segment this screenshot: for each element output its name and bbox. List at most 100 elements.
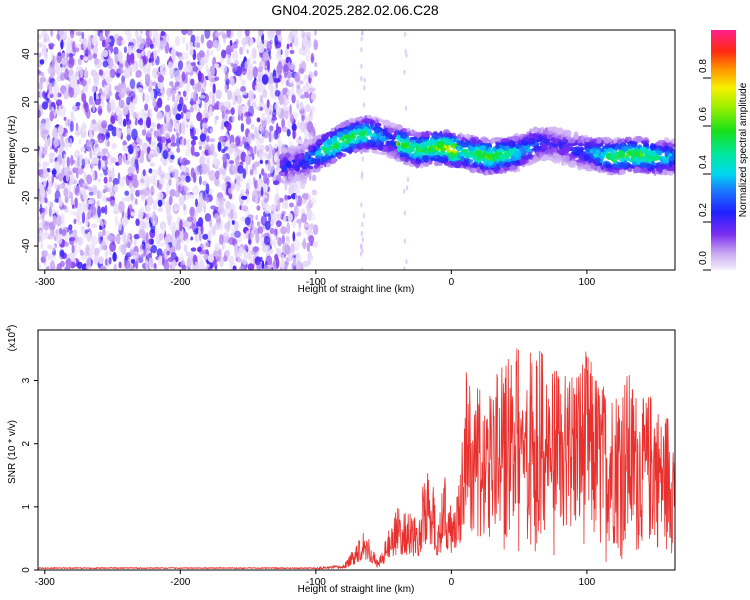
spectrogram-cell: [160, 136, 166, 143]
spectrogram-cell: [246, 49, 249, 54]
spectrogram-cell: [295, 262, 303, 270]
spectrogram-cell: [348, 117, 356, 123]
spectrogram-cell: [112, 235, 117, 242]
spectrogram-cell: [614, 145, 619, 152]
spectrogram-cell: [56, 263, 62, 270]
spectrogram-cell: [230, 141, 235, 149]
spectrogram-cell: [375, 139, 381, 146]
spectrogram-cell: [612, 169, 616, 174]
spectrogram-cell: [387, 145, 393, 149]
spectrogram-cell: [55, 99, 63, 106]
spectrogram-cell: [174, 122, 179, 131]
spectrogram-cell: [404, 105, 408, 111]
spectrogram-cell: [633, 166, 641, 173]
spectrogram-cell: [200, 34, 205, 44]
spectrogram-cell: [494, 144, 501, 150]
spectrogram-cell: [373, 135, 378, 140]
spectrogram-cell: [189, 100, 197, 105]
spectrogram-cell: [263, 235, 271, 246]
spectrogram-cell: [117, 220, 122, 231]
spectrogram-cell: [140, 79, 143, 86]
spectrogram-cell: [556, 128, 564, 134]
spectrogram-cell: [298, 154, 303, 159]
spectrogram-cell: [49, 260, 55, 270]
spectrogram-cell: [100, 206, 106, 214]
spectrogram-cell: [270, 227, 275, 235]
spectrogram-cell: [113, 46, 119, 56]
spectrogram-cell: [401, 143, 408, 148]
spectrogram-cell: [214, 177, 220, 187]
spectrogram-cell: [152, 202, 158, 211]
spectrogram-cell: [312, 168, 317, 173]
spectrogram-cell: [232, 163, 239, 174]
spectrogram-cell: [98, 108, 103, 115]
spectrogram-cell: [265, 145, 269, 152]
spectrogram-cell: [272, 238, 277, 249]
spectrogram-cell: [42, 170, 49, 179]
snr-y-tick-label: 2: [21, 440, 32, 446]
spectrogram-cell: [218, 234, 224, 245]
spectrogram-cell: [535, 151, 541, 155]
spectrogram-cell: [88, 198, 95, 205]
spectrogram-cell: [301, 199, 307, 205]
spectrogram-cell: [149, 150, 155, 155]
spectrogram-cell: [189, 106, 194, 113]
spectrogram-cell: [86, 231, 92, 243]
spectrogram-cell: [181, 157, 188, 166]
spectrogram-cell: [135, 147, 140, 152]
spectrogram-cell: [39, 71, 44, 76]
spectrogram-cell: [89, 148, 93, 160]
spectrogram-cell: [286, 128, 291, 137]
spectrogram-cell: [256, 131, 260, 141]
spectrogram-cell: [221, 111, 225, 119]
spectrogram-cell: [181, 71, 186, 82]
colorbar-tick-label: 0.6: [698, 107, 709, 121]
spectrogram-cell: [241, 91, 248, 96]
spectrogram-cell: [97, 178, 101, 183]
spectrogram-cell: [479, 145, 486, 151]
spectrogram-cell: [41, 197, 45, 203]
spectrogram-cell: [250, 37, 254, 46]
spectrogram-cell: [94, 147, 102, 152]
spectrogram-cell: [533, 156, 538, 161]
spectrogram-cell: [233, 44, 239, 49]
spectrogram-cell: [569, 147, 575, 151]
spectrogram-cell: [194, 86, 198, 95]
spectrogram-cell: [185, 123, 189, 129]
spectrogram-cell: [114, 215, 119, 227]
spectrogram-cell: [201, 163, 208, 175]
spectrogram-cell: [82, 37, 88, 50]
spectrogram-cell: [273, 180, 279, 186]
spectrogram-cell: [308, 39, 312, 49]
spectrogram-cell: [259, 159, 263, 164]
spectrogram-cell: [121, 217, 129, 226]
spectrogram-cell: [48, 100, 53, 111]
spectrogram-cell: [354, 149, 358, 154]
spectrogram-cell: [463, 141, 469, 145]
snr-x-tick-label: -200: [170, 577, 190, 588]
spectrogram-cell: [189, 126, 196, 137]
spectrogram-cell: [256, 221, 261, 227]
spectrogram-cell: [400, 156, 406, 162]
spectrogram-cell: [71, 244, 75, 254]
spectrogram-cell: [152, 67, 159, 79]
spectrogram-cell: [91, 85, 97, 93]
spectrogram-cell: [565, 129, 572, 137]
spectrogram-cell: [70, 34, 74, 39]
spectrogram-cell: [214, 63, 220, 68]
spectrogram-cell: [64, 68, 69, 81]
spectrogram-cell: [291, 30, 298, 37]
spectrogram-cell: [275, 256, 280, 269]
spectrogram-cell: [89, 133, 93, 139]
spectrogram-cell: [232, 265, 237, 270]
spectrogram-cell: [92, 53, 97, 59]
spectrogram-x-tick-label: -300: [35, 277, 55, 288]
spectrogram-cell: [361, 237, 364, 243]
spectrogram-cell: [180, 252, 184, 263]
spectrogram-cell: [494, 164, 501, 171]
spectrogram-cell: [275, 30, 282, 36]
spectrogram-cell: [210, 128, 213, 133]
colorbar-tick-label: 0.8: [698, 59, 709, 73]
spectrogram-cell: [88, 191, 94, 196]
spectrogram-cell: [38, 149, 42, 162]
